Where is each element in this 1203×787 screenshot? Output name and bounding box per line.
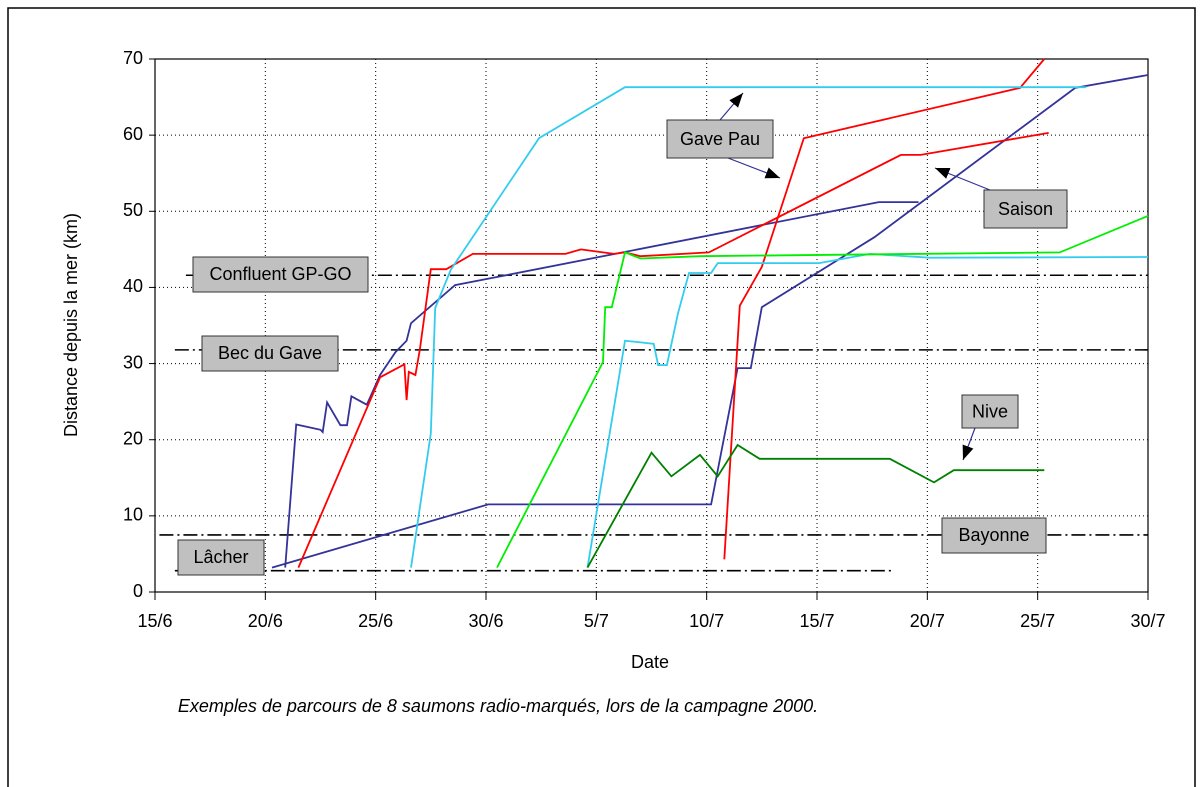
reference-label: Bec du Gave (218, 343, 322, 363)
series-line (284, 201, 919, 568)
annotation-arrow (727, 157, 781, 179)
reference-label: Confluent GP-GO (209, 264, 351, 284)
annotation-box (666, 119, 774, 159)
series-line (271, 74, 1149, 569)
x-axis-label: Date (631, 652, 669, 672)
annotation-box (983, 189, 1068, 229)
plot-frame (154, 58, 1149, 593)
x-tick-label: 20/7 (910, 611, 945, 631)
y-tick-label: 50 (123, 200, 143, 220)
y-tick-label: 40 (123, 276, 143, 296)
label-box (192, 256, 369, 293)
label-box (941, 517, 1047, 554)
y-tick-label: 0 (133, 581, 143, 601)
annotation-box (961, 394, 1019, 429)
y-axis-label: Distance depuis la mer (km) (61, 213, 81, 437)
frame (7, 7, 1196, 787)
reference-label: Lâcher (193, 547, 248, 567)
series-line (496, 215, 1149, 569)
y-tick-label: 60 (123, 124, 143, 144)
x-tick-label: 5/7 (584, 611, 609, 631)
annotation-arrow (962, 427, 976, 461)
x-tick-label: 20/6 (248, 611, 283, 631)
x-tick-label: 30/7 (1130, 611, 1165, 631)
series-line (586, 252, 1149, 568)
label-box (177, 539, 265, 576)
y-tick-label: 70 (123, 48, 143, 68)
series-line (297, 132, 1049, 568)
x-tick-label: 25/7 (1020, 611, 1055, 631)
x-tick-label: 10/7 (689, 611, 724, 631)
y-tick-label: 30 (123, 352, 143, 372)
annotation-arrow (934, 167, 991, 191)
annotation: Saison (998, 199, 1053, 219)
annotation: Nive (972, 401, 1008, 421)
series-line (410, 86, 1087, 568)
reference-label: Bayonne (958, 525, 1029, 545)
annotation-arrow (719, 92, 744, 121)
caption: Exemples de parcours de 8 saumons radio-… (178, 696, 818, 716)
x-tick-label: 15/7 (799, 611, 834, 631)
annotation: Gave Pau (680, 129, 760, 149)
x-tick-label: 25/6 (358, 611, 393, 631)
y-tick-label: 10 (123, 505, 143, 525)
x-tick-label: 30/6 (468, 611, 503, 631)
label-box (201, 335, 339, 372)
y-tick-label: 20 (123, 428, 143, 448)
series-line (723, 58, 1045, 560)
x-tick-label: 15/6 (137, 611, 172, 631)
series-line (586, 443, 1045, 569)
